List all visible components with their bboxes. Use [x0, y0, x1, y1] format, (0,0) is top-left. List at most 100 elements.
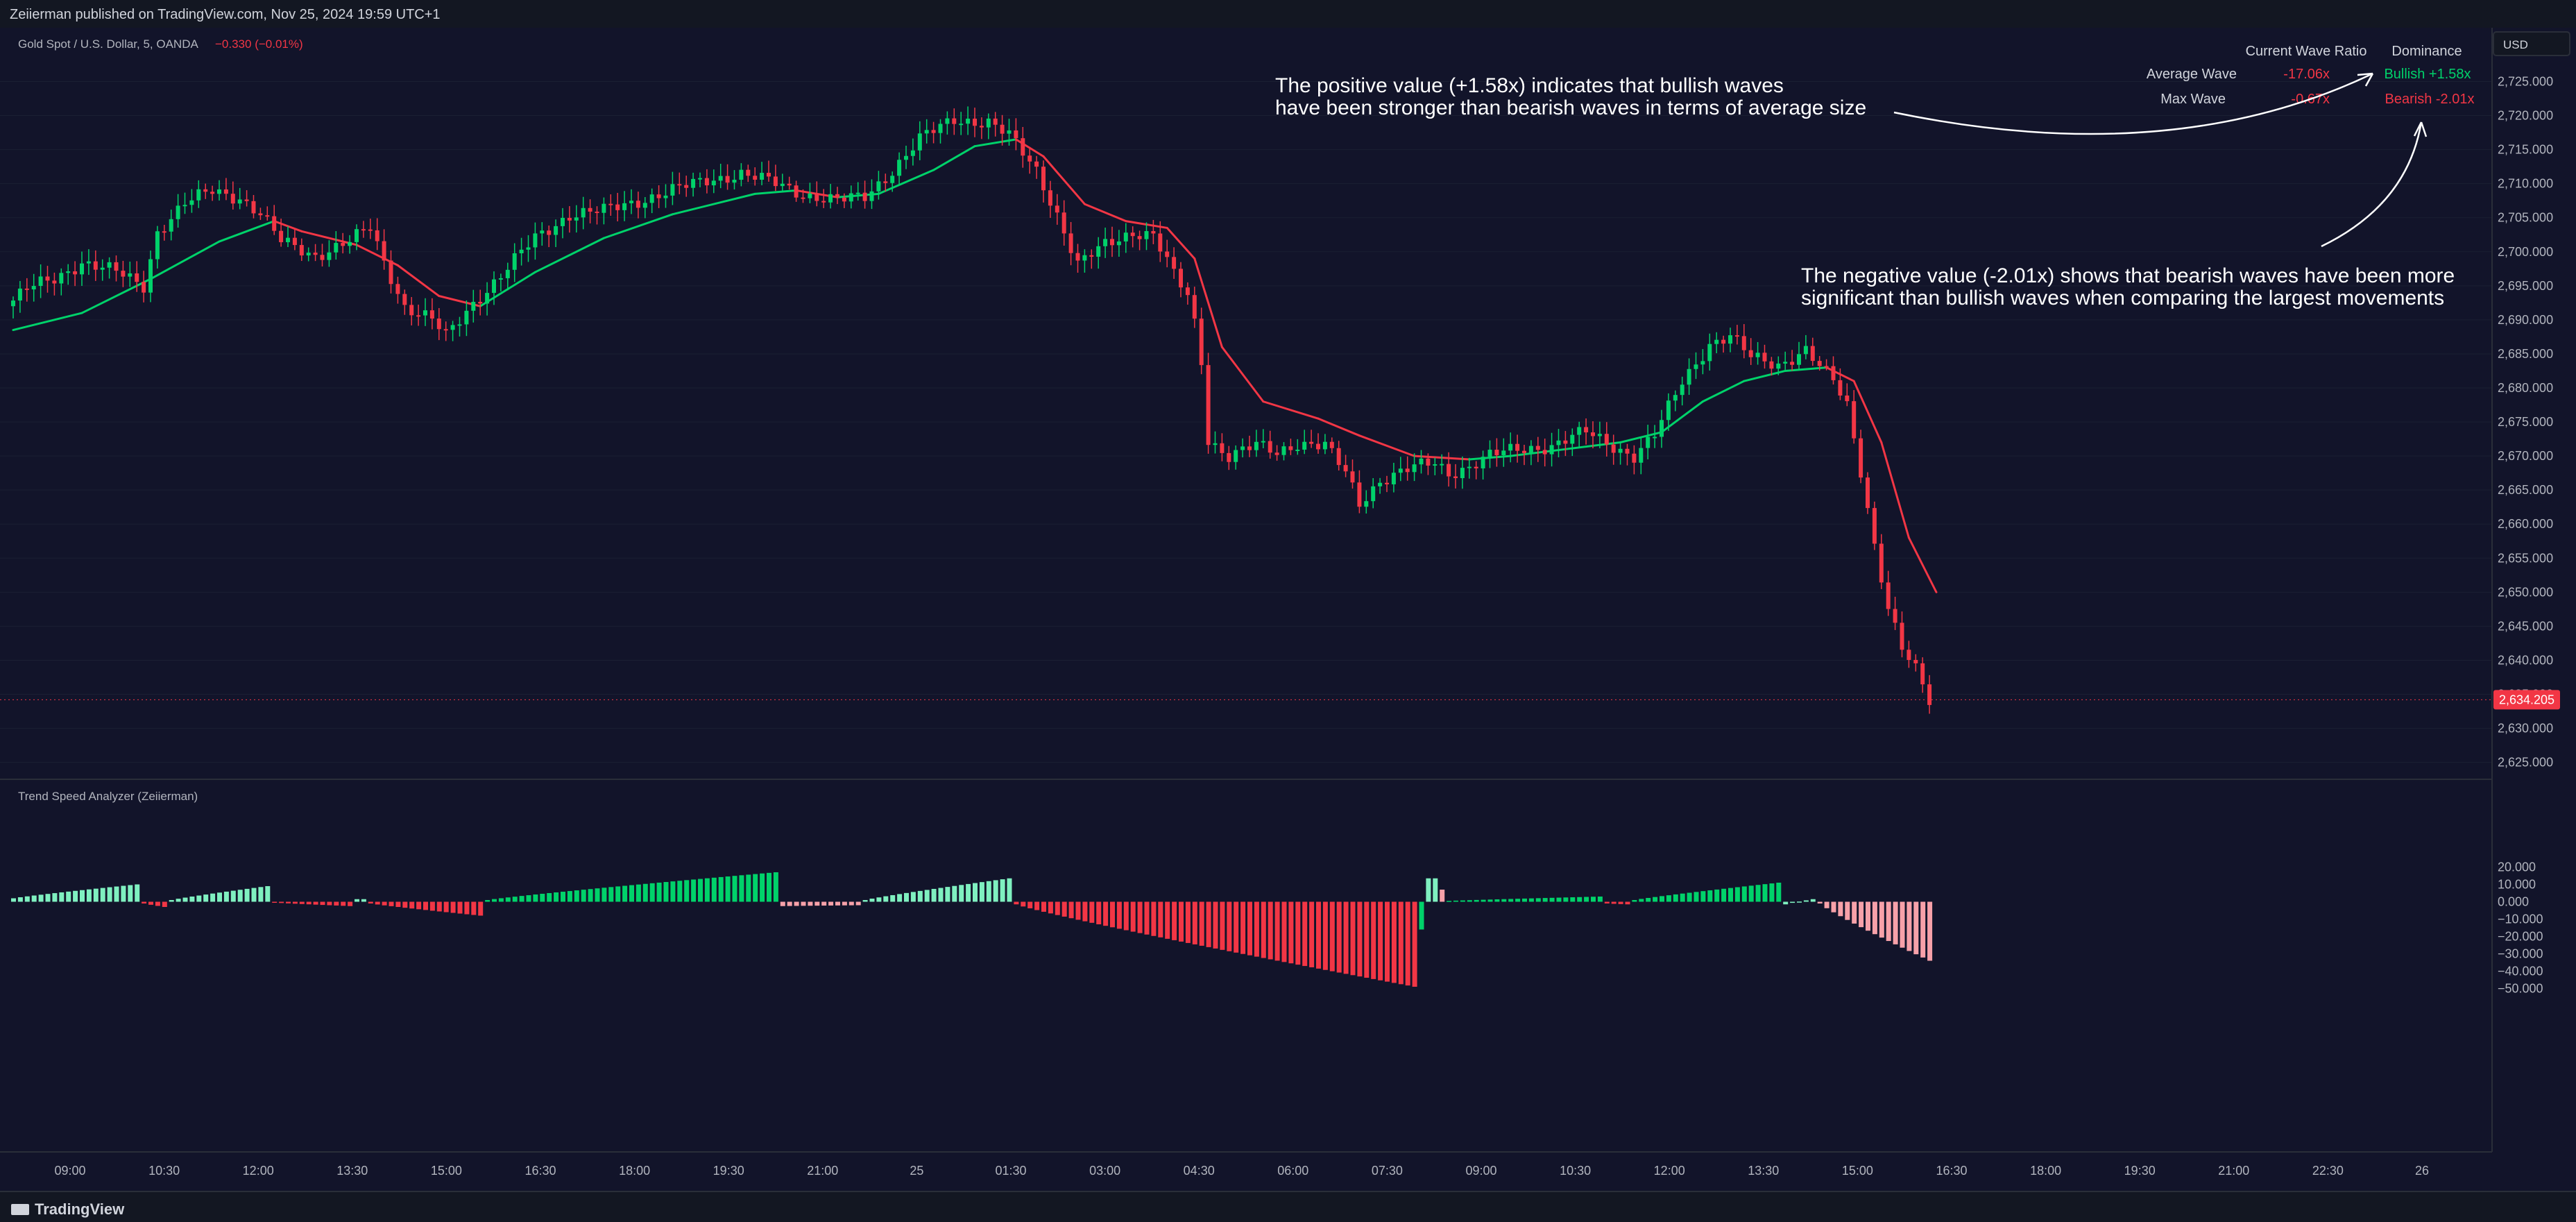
oscillator-bar — [1179, 901, 1184, 942]
oscillator-bar — [423, 901, 428, 910]
ema-segment — [300, 230, 358, 246]
oscillator-bar — [1845, 901, 1850, 920]
candle-body — [1453, 476, 1458, 479]
candle-body — [938, 124, 943, 133]
oscillator-bar — [1220, 901, 1225, 950]
oscillator-bar — [595, 888, 600, 902]
candle-body — [677, 184, 682, 186]
candle-body — [821, 201, 826, 203]
price-tick-label: 2,630.000 — [2498, 722, 2553, 736]
time-tick-label: 26 — [2415, 1164, 2429, 1178]
candle-body — [1137, 236, 1142, 239]
oscillator-bar — [1343, 901, 1349, 974]
chart-area[interactable]: Gold Spot / U.S. Dollar, 5, OANDA −0.330… — [0, 28, 2576, 1191]
oscillator-bar — [1391, 901, 1397, 983]
candle-body — [1845, 396, 1850, 402]
candle-body — [1879, 543, 1884, 583]
candle-body — [855, 192, 860, 194]
oscillator-bar — [842, 901, 847, 906]
oscillator-bar — [663, 882, 669, 902]
oscillator-bar — [237, 890, 243, 902]
oscillator-bar — [835, 901, 840, 906]
candle-body — [1433, 464, 1438, 466]
candle-body — [1707, 343, 1712, 362]
publish-header: Zeiierman published on TradingView.com, … — [0, 0, 2576, 29]
candle-body — [1666, 400, 1671, 421]
time-tick-label: 09:00 — [54, 1164, 85, 1178]
candle-body — [320, 255, 325, 260]
oscillator-bar — [1096, 901, 1102, 925]
price-tick-label: 2,690.000 — [2498, 313, 2553, 327]
candle-body — [1687, 368, 1691, 385]
candle-body — [1158, 233, 1163, 252]
candle-body — [52, 280, 57, 284]
time-tick-label: 13:30 — [1748, 1164, 1779, 1178]
candle-body — [182, 205, 187, 207]
indicator-title: Trend Speed Analyzer (Zeiierman) — [18, 790, 198, 803]
oscillator-bar — [890, 894, 896, 902]
candle-body — [1391, 473, 1396, 484]
oscillator-bar — [1385, 901, 1390, 982]
candle-body — [1563, 440, 1568, 444]
time-axis[interactable]: 09:00 10:30 12:00 13:30 15:00 16:30 18:00 19:30… — [54, 1164, 2429, 1178]
table-row-dominance: Bullish +1.58x — [2384, 67, 2471, 82]
price-axis[interactable]: 2,725.000 2,720.000 2,715.000 2,710.000 2,70… — [2498, 74, 2553, 769]
oscillator-bar — [1632, 900, 1637, 902]
price-tick-label: 2,640.000 — [2498, 653, 2553, 667]
oscillator-bar — [409, 901, 415, 909]
chart-canvas[interactable]: Gold Spot / U.S. Dollar, 5, OANDA −0.330… — [0, 28, 2576, 1191]
candle-body — [1838, 380, 1843, 396]
oscillator-bar — [876, 897, 882, 902]
oscillator-axis[interactable]: 20.000 10.000 0.000 −10.000 −20.000 −30.000 −4… — [2498, 860, 2543, 996]
annotation-line: The negative value (-2.01x) shows that b… — [1801, 264, 2455, 287]
candle-body — [1611, 444, 1616, 453]
oscillator-bar — [855, 901, 861, 906]
candle-body — [450, 325, 455, 330]
candle-body — [1227, 452, 1231, 462]
ema-segment — [932, 145, 976, 171]
oscillator-bar — [1227, 901, 1232, 951]
oscillator-bar — [952, 885, 957, 902]
ema-segment — [534, 237, 605, 273]
time-tick-label: 07:30 — [1372, 1164, 1403, 1178]
candle-body — [1907, 650, 1911, 661]
time-tick-label: 21:00 — [807, 1164, 838, 1178]
tradingview-logo[interactable]: TradingView — [11, 1200, 124, 1219]
oscillator-bar — [1927, 901, 1933, 961]
candle-body — [355, 229, 359, 242]
candle-body — [574, 217, 579, 221]
candle-body — [368, 229, 373, 231]
oscillator-bar — [1460, 900, 1465, 902]
candle-body — [1116, 241, 1121, 246]
oscillator-bar — [327, 901, 332, 906]
arrowhead-icon — [2357, 72, 2374, 87]
oscillator-bar — [979, 882, 984, 902]
candle-body — [1336, 448, 1341, 466]
oscillator-bar — [1653, 897, 1658, 902]
candle-body — [1618, 448, 1623, 453]
price-tick-label: 2,675.000 — [2498, 415, 2553, 429]
arrowhead-icon — [2413, 121, 2428, 137]
candle-body — [1762, 353, 1767, 362]
oscillator-bar — [808, 901, 813, 906]
currency-button[interactable] — [2493, 31, 2570, 56]
candle-body — [265, 215, 270, 217]
candle-body — [1790, 362, 1795, 365]
oscillator-bar — [265, 886, 271, 902]
oscillator-bar — [1611, 901, 1617, 904]
oscillator-bar — [1014, 901, 1019, 905]
candle-body — [31, 286, 36, 290]
candle-body — [485, 293, 490, 304]
candle-body — [1728, 335, 1732, 344]
candle-body — [327, 252, 332, 260]
candle-body — [1591, 432, 1595, 436]
oscillator-bar — [1852, 901, 1857, 924]
oscillator-bar — [1048, 901, 1053, 914]
oscillator-bar — [1075, 901, 1081, 920]
candle-body — [1281, 446, 1286, 455]
ema-segment — [973, 138, 1017, 148]
oscillator-bar — [622, 885, 628, 902]
oscillator-bar — [1144, 901, 1150, 935]
candle-body — [512, 253, 517, 270]
oscillator-bar — [443, 901, 449, 913]
